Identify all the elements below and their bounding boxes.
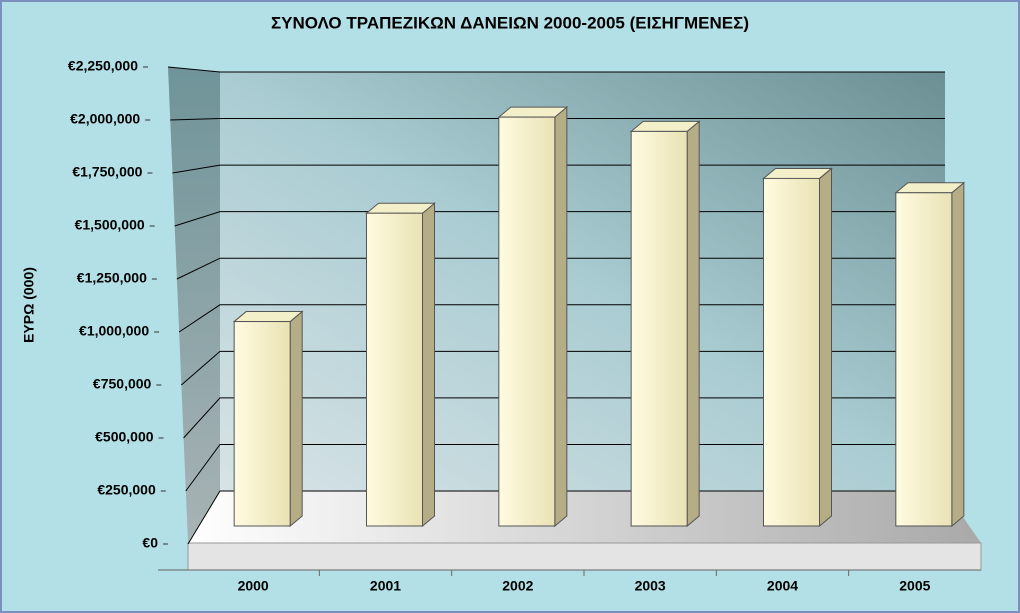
x-tick-label: 2002 [502, 578, 533, 594]
bar-face [554, 106, 568, 528]
y-axis-label: ΕΥΡΩ (000) [21, 267, 37, 343]
grid-line [183, 397, 945, 439]
grid-line [174, 211, 945, 227]
grid-line [181, 350, 945, 386]
y-tick-label: €1,750,000 [72, 164, 142, 180]
y-tick-label: €1,500,000 [75, 217, 145, 233]
bar [894, 181, 966, 528]
bar-face [630, 130, 688, 527]
floor-edge [187, 542, 982, 571]
bar-face [232, 311, 304, 323]
bar-face [366, 212, 423, 527]
grid-line [178, 304, 945, 333]
bar [497, 106, 569, 528]
bar [232, 310, 304, 528]
y-tick-label: €250,000 [97, 482, 156, 498]
bar-face [763, 177, 820, 527]
bar-face [365, 202, 436, 214]
y-tick-label: €0 [142, 535, 158, 551]
bar-face [895, 192, 953, 527]
bar-face [422, 202, 435, 528]
bar-face [894, 182, 966, 194]
bar-face [686, 120, 700, 528]
bar-face [819, 167, 832, 528]
bar-face [289, 310, 303, 528]
side-wall [168, 67, 220, 543]
back-wall [220, 72, 945, 491]
bar-face [498, 116, 556, 527]
x-tick-label: 2005 [899, 578, 930, 594]
x-tick-label: 2003 [635, 578, 666, 594]
floor [188, 491, 981, 543]
y-tick-label: €2,250,000 [68, 58, 138, 74]
grid-line [185, 443, 945, 492]
bar-face [233, 321, 291, 527]
chart-title: ΣΥΝΟΛΟ ΤΡΑΠΕΖΙΚΩΝ ΔΑΝΕΙΩΝ 2000-2005 (ΕΙΣ… [271, 13, 749, 32]
bar-face [762, 167, 833, 179]
y-tick-label: €750,000 [93, 376, 152, 392]
y-tick-label: €2,000,000 [70, 111, 140, 127]
grid-line [172, 164, 945, 174]
x-tick-label: 2004 [767, 578, 798, 594]
grid-line [170, 118, 945, 121]
bar-face [951, 181, 965, 528]
grid-line [167, 66, 945, 73]
grid-line [176, 257, 945, 280]
x-tick-label: 2000 [238, 578, 269, 594]
bar-face [497, 106, 569, 118]
y-tick-label: €1,000,000 [79, 323, 149, 339]
bar [762, 167, 833, 528]
x-tick-label: 2001 [370, 578, 401, 594]
y-tick-label: €500,000 [95, 429, 154, 445]
bar [365, 202, 436, 528]
grid-line [187, 490, 945, 545]
bar [629, 120, 701, 528]
y-tick-label: €1,250,000 [77, 270, 147, 286]
bar-face [629, 120, 701, 132]
